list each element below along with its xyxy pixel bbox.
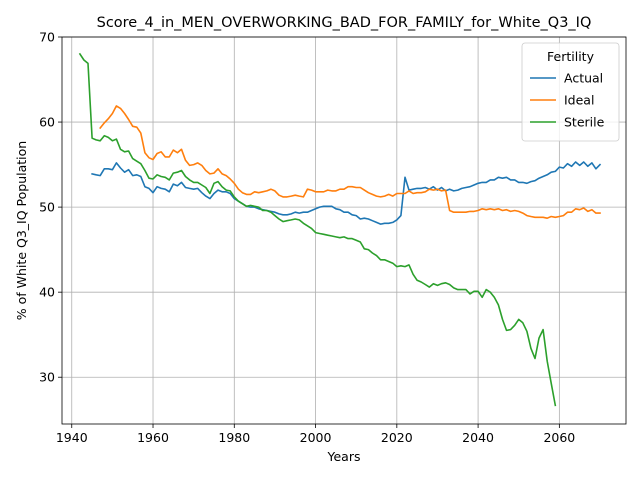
x-tick-label: 1980 — [218, 430, 250, 445]
series-line-sterile — [78, 52, 557, 407]
y-axis-title: % of White Q3_IQ Population — [14, 141, 29, 320]
x-tick-label: 2000 — [300, 430, 332, 445]
y-tick-label: 50 — [39, 200, 55, 215]
legend-label-actual: Actual — [564, 71, 603, 86]
y-tick-label: 60 — [39, 115, 55, 130]
legend-box — [521, 42, 620, 142]
y-tick-label: 40 — [39, 285, 55, 300]
series-layer — [78, 52, 602, 407]
x-tick-label: 2040 — [462, 430, 494, 445]
y-tick-label: 30 — [39, 370, 55, 385]
series-line-ideal — [99, 105, 601, 219]
x-tick-label: 1960 — [137, 430, 169, 445]
legend-label-ideal: Ideal — [564, 93, 594, 108]
x-tick-label: 1940 — [56, 430, 88, 445]
x-tick-label: 2060 — [543, 430, 575, 445]
ticks: 1940 1960 1980 2000 2020 2040 2060 30 40 50 60 70 — [39, 30, 575, 446]
series-line-actual — [91, 161, 602, 225]
legend: Fertility Actual Ideal Sterile — [521, 42, 620, 142]
legend-label-sterile: Sterile — [564, 115, 605, 130]
plot-frame — [61, 36, 627, 425]
chart-title: Score_4_in_MEN_OVERWORKING_BAD_FOR_FAMIL… — [97, 15, 592, 31]
x-axis-title: Years — [327, 449, 361, 464]
y-tick-label: 70 — [39, 30, 55, 45]
legend-items: Actual Ideal Sterile — [530, 71, 605, 130]
x-tick-label: 2020 — [381, 430, 413, 445]
legend-title: Fertility — [547, 49, 595, 64]
